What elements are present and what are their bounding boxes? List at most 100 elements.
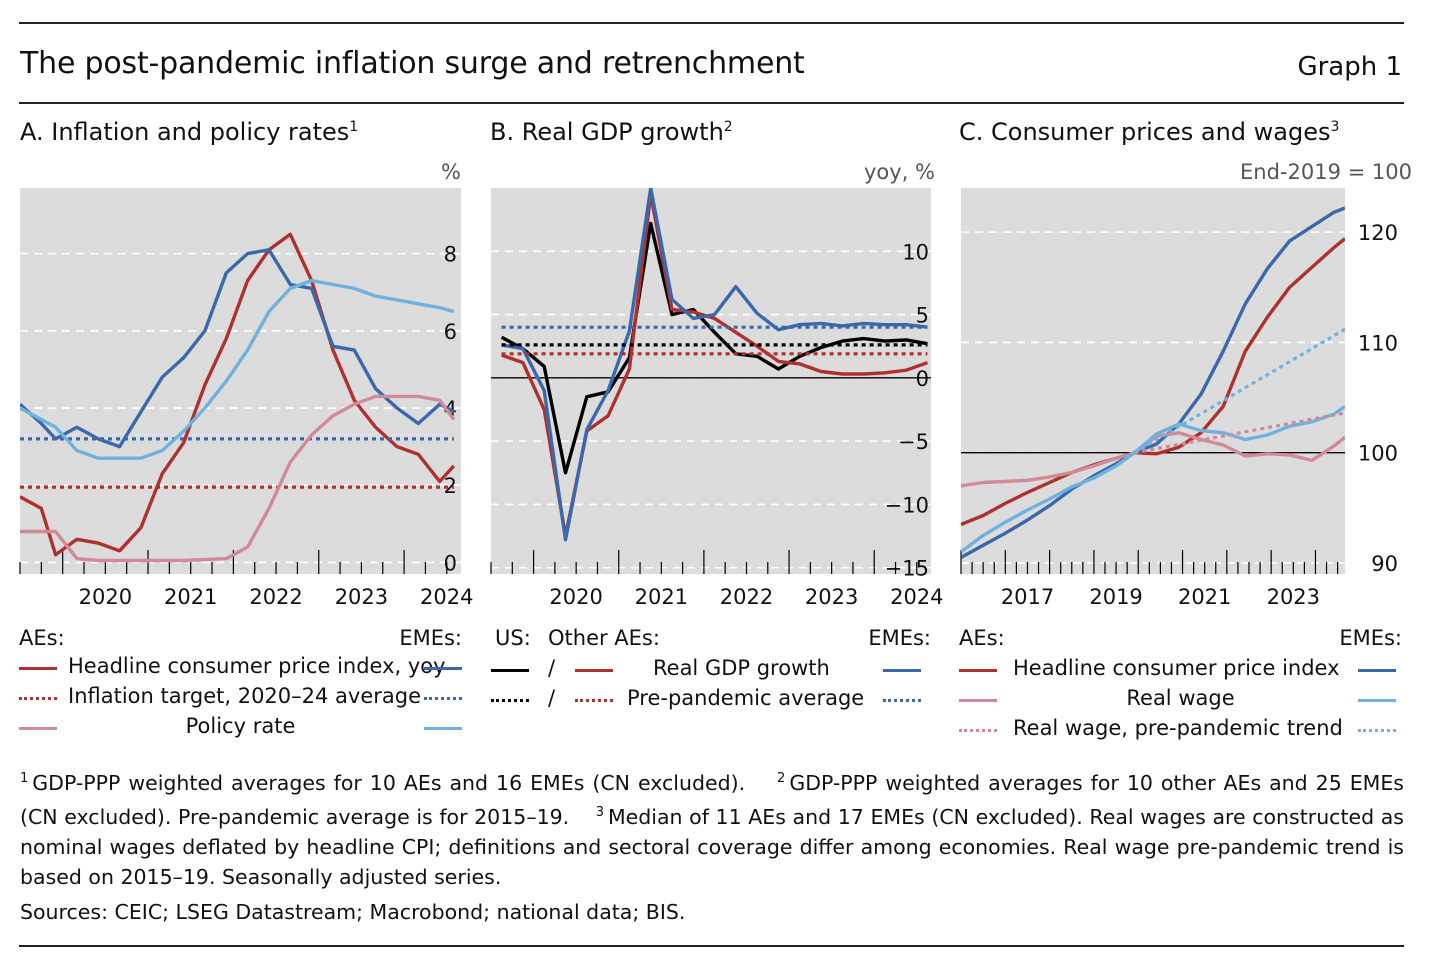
legend-label-cpi-c: Headline consumer price index [1013,656,1340,680]
legend-swatch-ae-cpi-c [959,669,997,672]
legend-swatch-otherae-growth [575,669,613,672]
legend-swatch-us-growth [491,669,529,672]
footnote-1: GDP-PPP weighted averages for 10 AEs and… [32,771,746,795]
plot-background [491,188,931,574]
y-tick-label: 0 [444,551,457,575]
panel-a-legend: AEs: EMEs: Headline consumer price index… [19,626,462,746]
legend-swatch-eme-trend [1358,729,1396,732]
x-tick-label: 2021 [164,585,217,609]
footnote-3: Median of 11 AEs and 17 EMEs (CN exclude… [20,805,1404,889]
legend-swatch-eme-cpi-c [1358,669,1396,672]
series-line-aes-policy-rate [20,394,456,563]
legend-swatch-ae-cpi [19,667,57,670]
y-tick-label: −10 [885,493,929,517]
top-rule [19,22,1404,24]
series-line-aes-real-wage-pre-pandemic-trend [1134,411,1345,455]
x-tick-label: 2024 [420,585,473,609]
y-tick-label: 8 [444,243,457,267]
legend-c-row-trend: Real wage, pre-pandemic trend [959,716,1402,744]
title-rule [19,102,1404,104]
panel-c-title-text: C. Consumer prices and wages [959,118,1331,146]
panel-c-footnote-mark: 3 [1330,119,1340,135]
panel-a-title-text: A. Inflation and policy rates [20,118,350,146]
series-line-emes-real-wage-pre-pandemic-trend [1133,327,1345,455]
y-tick-label: 6 [444,320,457,344]
series-line-aes-headline-consumer-price-index-yoy [20,232,456,557]
series-line-emes-real-gdp-growth [501,188,928,542]
series-line-emes-policy-rate [20,278,455,460]
legend-a-eme-head: EMEs: [399,626,462,650]
page-title: The post-pandemic inflation surge and re… [20,46,805,81]
panel-b-title: B. Real GDP growth2 [490,118,733,146]
legend-label-cpi: Headline consumer price index, yoy [68,654,446,678]
panel-b-unit: yoy, % [864,160,936,184]
sources-line: Sources: CEIC; LSEG Datastream; Macrobon… [20,900,686,924]
legend-a-ae-head: AEs: [19,626,65,650]
legend-swatch-eme-target [424,697,462,700]
legend-b-eme-head: EMEs: [868,626,931,650]
legend-label-target: Inflation target, 2020–24 average [68,684,422,708]
panel-a-title: A. Inflation and policy rates1 [20,118,358,146]
x-tick-label: 2021 [635,585,688,609]
legend-swatch-eme-prepandemic [883,699,921,702]
footnote-2: GDP-PPP weighted averages for 10 other A… [20,771,1404,829]
x-tick-label: 2022 [249,585,302,609]
y-tick-label: 90 [1371,552,1398,576]
panel-b-footnote-mark: 2 [723,119,733,135]
y-tick-label: 0 [916,367,929,391]
legend-a-row-target: Inflation target, 2020–24 average [19,684,462,712]
series-line-aes-headline-consumer-price-index [961,237,1345,526]
legend-a-row-cpi: Headline consumer price index, yoy [19,654,462,682]
series-line-emes-real-wage [961,405,1345,554]
series-line-emes-headline-consumer-price-index-yoy [20,248,455,449]
x-tick-label: 2017 [1001,585,1054,609]
footnote-2-mark: 2 [777,771,786,786]
legend-swatch-otherae-prepandemic [575,699,613,702]
bottom-rule [19,945,1404,947]
y-tick-label: 5 [916,304,929,328]
legend-swatch-ae-trend [959,729,997,732]
series-line-emes-headline-consumer-price-index [961,206,1345,559]
legend-swatch-eme-policy [424,727,462,730]
y-tick-label: −15 [885,557,929,581]
legend-label-growth: Real GDP growth [653,656,830,680]
x-tick-label: 2020 [549,585,602,609]
x-tick-label: 2021 [1178,585,1231,609]
series-line-us-real-gdp-growth [500,221,928,475]
legend-c-row-wage: Real wage [959,686,1402,714]
legend-c-eme-head: EMEs: [1339,626,1402,650]
legend-swatch-eme-wage [1358,699,1396,702]
footnote-1-mark: 1 [20,771,29,786]
chart-panel-c: 90 100 110 120 2017 2019 2021 2023 [960,188,1398,609]
legend-label-trend: Real wage, pre-pandemic trend [1013,716,1343,740]
legend-swatch-eme-cpi [424,667,462,670]
y-tick-label: −5 [898,430,929,454]
x-tick-label: 2023 [1267,585,1320,609]
legend-swatch-ae-policy [19,727,57,730]
footnote-3-mark: 3 [595,805,604,820]
panel-a-unit: % [441,160,461,184]
legend-swatch-ae-target [19,697,57,700]
legend-label-policy: Policy rate [185,714,296,738]
y-tick-label: 120 [1358,221,1398,245]
x-tick-label: 2024 [890,585,943,609]
plot-background [20,188,461,574]
graph-number: Graph 1 [1297,52,1402,82]
x-tick-label: 2023 [335,585,388,609]
legend-swatch-ae-wage [959,699,997,702]
y-tick-label: 10 [902,240,929,264]
legend-b-other-head: Other AEs: [548,626,660,650]
legend-a-row-policy: Policy rate [19,714,462,742]
legend-swatch-eme-growth [883,669,921,672]
legend-label-prepandemic: Pre-pandemic average [627,686,865,710]
legend-c-row-cpi: Headline consumer price index [959,656,1402,684]
chart-panel-b: −15 −10 −5 0 5 10 2020 2021 2022 2023 2024 [490,188,944,609]
panel-a-footnote-mark: 1 [349,119,359,135]
panel-b-title-text: B. Real GDP growth [490,118,724,146]
y-tick-label: 100 [1358,442,1398,466]
y-tick-label: 2 [444,474,457,498]
panel-c-title: C. Consumer prices and wages3 [959,118,1339,146]
panel-b-legend: US: Other AEs: EMEs: / Real GDP growth /… [491,626,931,716]
panel-c-legend: AEs: EMEs: Headline consumer price index… [959,626,1402,746]
